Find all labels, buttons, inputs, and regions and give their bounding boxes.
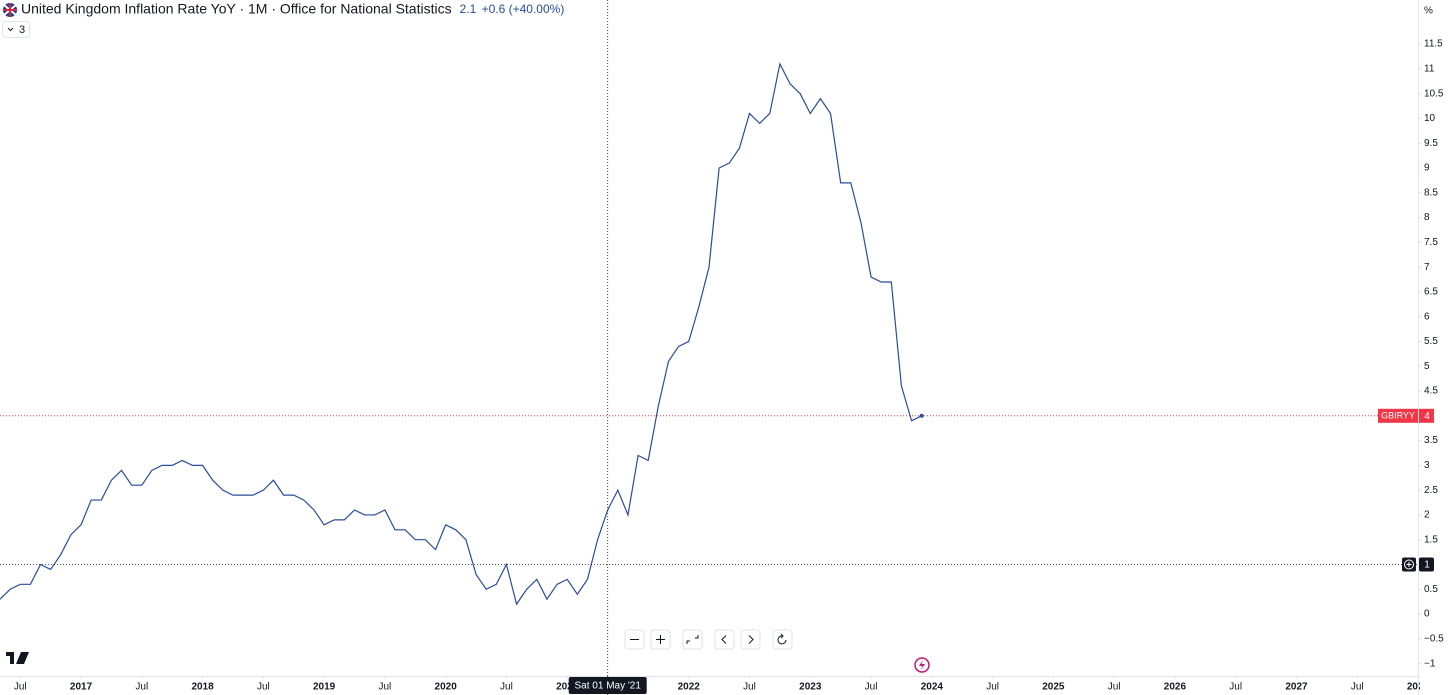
reset-icon: [777, 633, 787, 645]
last-point: [919, 413, 924, 418]
last-price-box: [1419, 408, 1434, 423]
plus-icon: [1406, 561, 1412, 567]
flag-icon: [3, 3, 17, 17]
y-tick-label: 7.5: [1424, 237, 1438, 248]
y-tick-label: 2: [1424, 510, 1430, 521]
y-tick-label: −1: [1424, 658, 1436, 669]
x-tick-label: 2018: [191, 682, 214, 693]
x-tick-label: 2017: [70, 682, 93, 693]
y-tick-label: 5: [1424, 361, 1430, 372]
x-tick-label: 2027: [1285, 682, 1308, 693]
crosshair-price-label: 1: [1424, 560, 1430, 571]
last-price-label: 4: [1424, 411, 1430, 422]
y-tick-label: 2.5: [1424, 485, 1438, 496]
zoom-toolbar: [624, 629, 793, 650]
scroll-left-button[interactable]: [714, 629, 735, 650]
x-tick-label: 2026: [1164, 682, 1187, 693]
y-tick-label: 8: [1424, 212, 1430, 223]
series-name-box: [1378, 408, 1418, 423]
crosshair-change: +0.6 (+40.00%): [482, 2, 565, 16]
x-tick-label: Jul: [14, 682, 27, 693]
x-tick-label: Jul: [865, 682, 878, 693]
y-tick-label: 3.5: [1424, 435, 1438, 446]
x-tick-label: Jul: [378, 682, 391, 693]
x-tick-label: 2020: [435, 682, 458, 693]
chart-title: United Kingdom Inflation Rate YoY · 1M ·…: [21, 1, 452, 17]
x-tick-label: Jul: [257, 682, 270, 693]
series-name-label: GBIRYY: [1381, 411, 1415, 421]
y-tick-label: 0.5: [1424, 584, 1438, 595]
y-tick-label: 0: [1424, 609, 1430, 620]
chevron-right-icon: [748, 635, 754, 644]
y-axis: −1−0.500.511.522.533.544.555.566.577.588…: [1418, 39, 1444, 669]
y-tick-label: 5.5: [1424, 336, 1438, 347]
indicators-toggle[interactable]: [2, 21, 30, 38]
y-tick-label: 9: [1424, 163, 1430, 174]
y-tick-label: 11.5: [1424, 39, 1443, 50]
y-unit: %: [1424, 6, 1433, 17]
x-tick-label: 2024: [921, 682, 944, 693]
x-tick-label: 2021: [556, 682, 579, 693]
y-tick-label: 6: [1424, 311, 1430, 322]
events-icon[interactable]: [914, 657, 930, 673]
x-tick-label: 2023: [799, 682, 822, 693]
events-icon: [919, 660, 925, 670]
chevron-left-icon: [721, 635, 727, 644]
y-tick-label: 10.5: [1424, 88, 1444, 99]
x-tick-label: 2022: [678, 682, 701, 693]
y-tick-label: 4.5: [1424, 386, 1438, 397]
indicator-count: 3: [19, 24, 25, 36]
y-tick-label: 9.5: [1424, 138, 1438, 149]
crosshair-time-box: [568, 677, 647, 694]
scroll-right-button[interactable]: [740, 629, 761, 650]
y-tick-label: 7: [1424, 262, 1430, 273]
y-tick-label: 10: [1424, 113, 1436, 124]
x-tick-label: Jul: [135, 682, 148, 693]
crosshair-price-box: [1419, 557, 1434, 572]
chevron-icon: [7, 27, 14, 32]
header: United Kingdom Inflation Rate YoY · 1M ·…: [2, 1, 1433, 38]
overlay: Sat 01 May '21 1 GBIRYY 4: [568, 408, 1434, 695]
plot-area: [0, 0, 1418, 676]
plus-icon: [656, 635, 665, 644]
series-line: [0, 62, 922, 606]
x-tick-label: Jul: [1108, 682, 1121, 693]
x-axis: Jul 2017 Jul 2018 Jul 2019 Jul 2020 Jul 2021 Jul 20…: [14, 676, 1430, 693]
reset-button[interactable]: [772, 629, 793, 650]
y-tick-label: 3: [1424, 460, 1430, 471]
x-tick-label: Jul: [1351, 682, 1364, 693]
y-tick-label: −0.5: [1424, 633, 1444, 644]
logo: [6, 652, 29, 664]
reset-scale-icon: [686, 635, 699, 644]
x-tick-label: Jul: [500, 682, 513, 693]
x-tick-label: Jul: [743, 682, 756, 693]
x-tick-label: 2028: [1407, 682, 1430, 693]
x-tick-label: 2025: [1042, 682, 1065, 693]
y-tick-label: 11: [1424, 64, 1435, 75]
reset-scale-button[interactable]: [682, 629, 703, 650]
crosshair-time-label: Sat 01 May '21: [575, 681, 642, 692]
crosshair-value: 2.1: [460, 2, 477, 16]
y-tick-label: 8.5: [1424, 187, 1438, 198]
x-tick-label: Jul: [986, 682, 999, 693]
x-tick-label: 2019: [313, 682, 336, 693]
x-tick-label: Jul: [1229, 682, 1242, 693]
y-tick-label: 6.5: [1424, 287, 1438, 298]
y-tick-label: 1.5: [1424, 534, 1438, 545]
plus-icon: [1404, 559, 1414, 570]
